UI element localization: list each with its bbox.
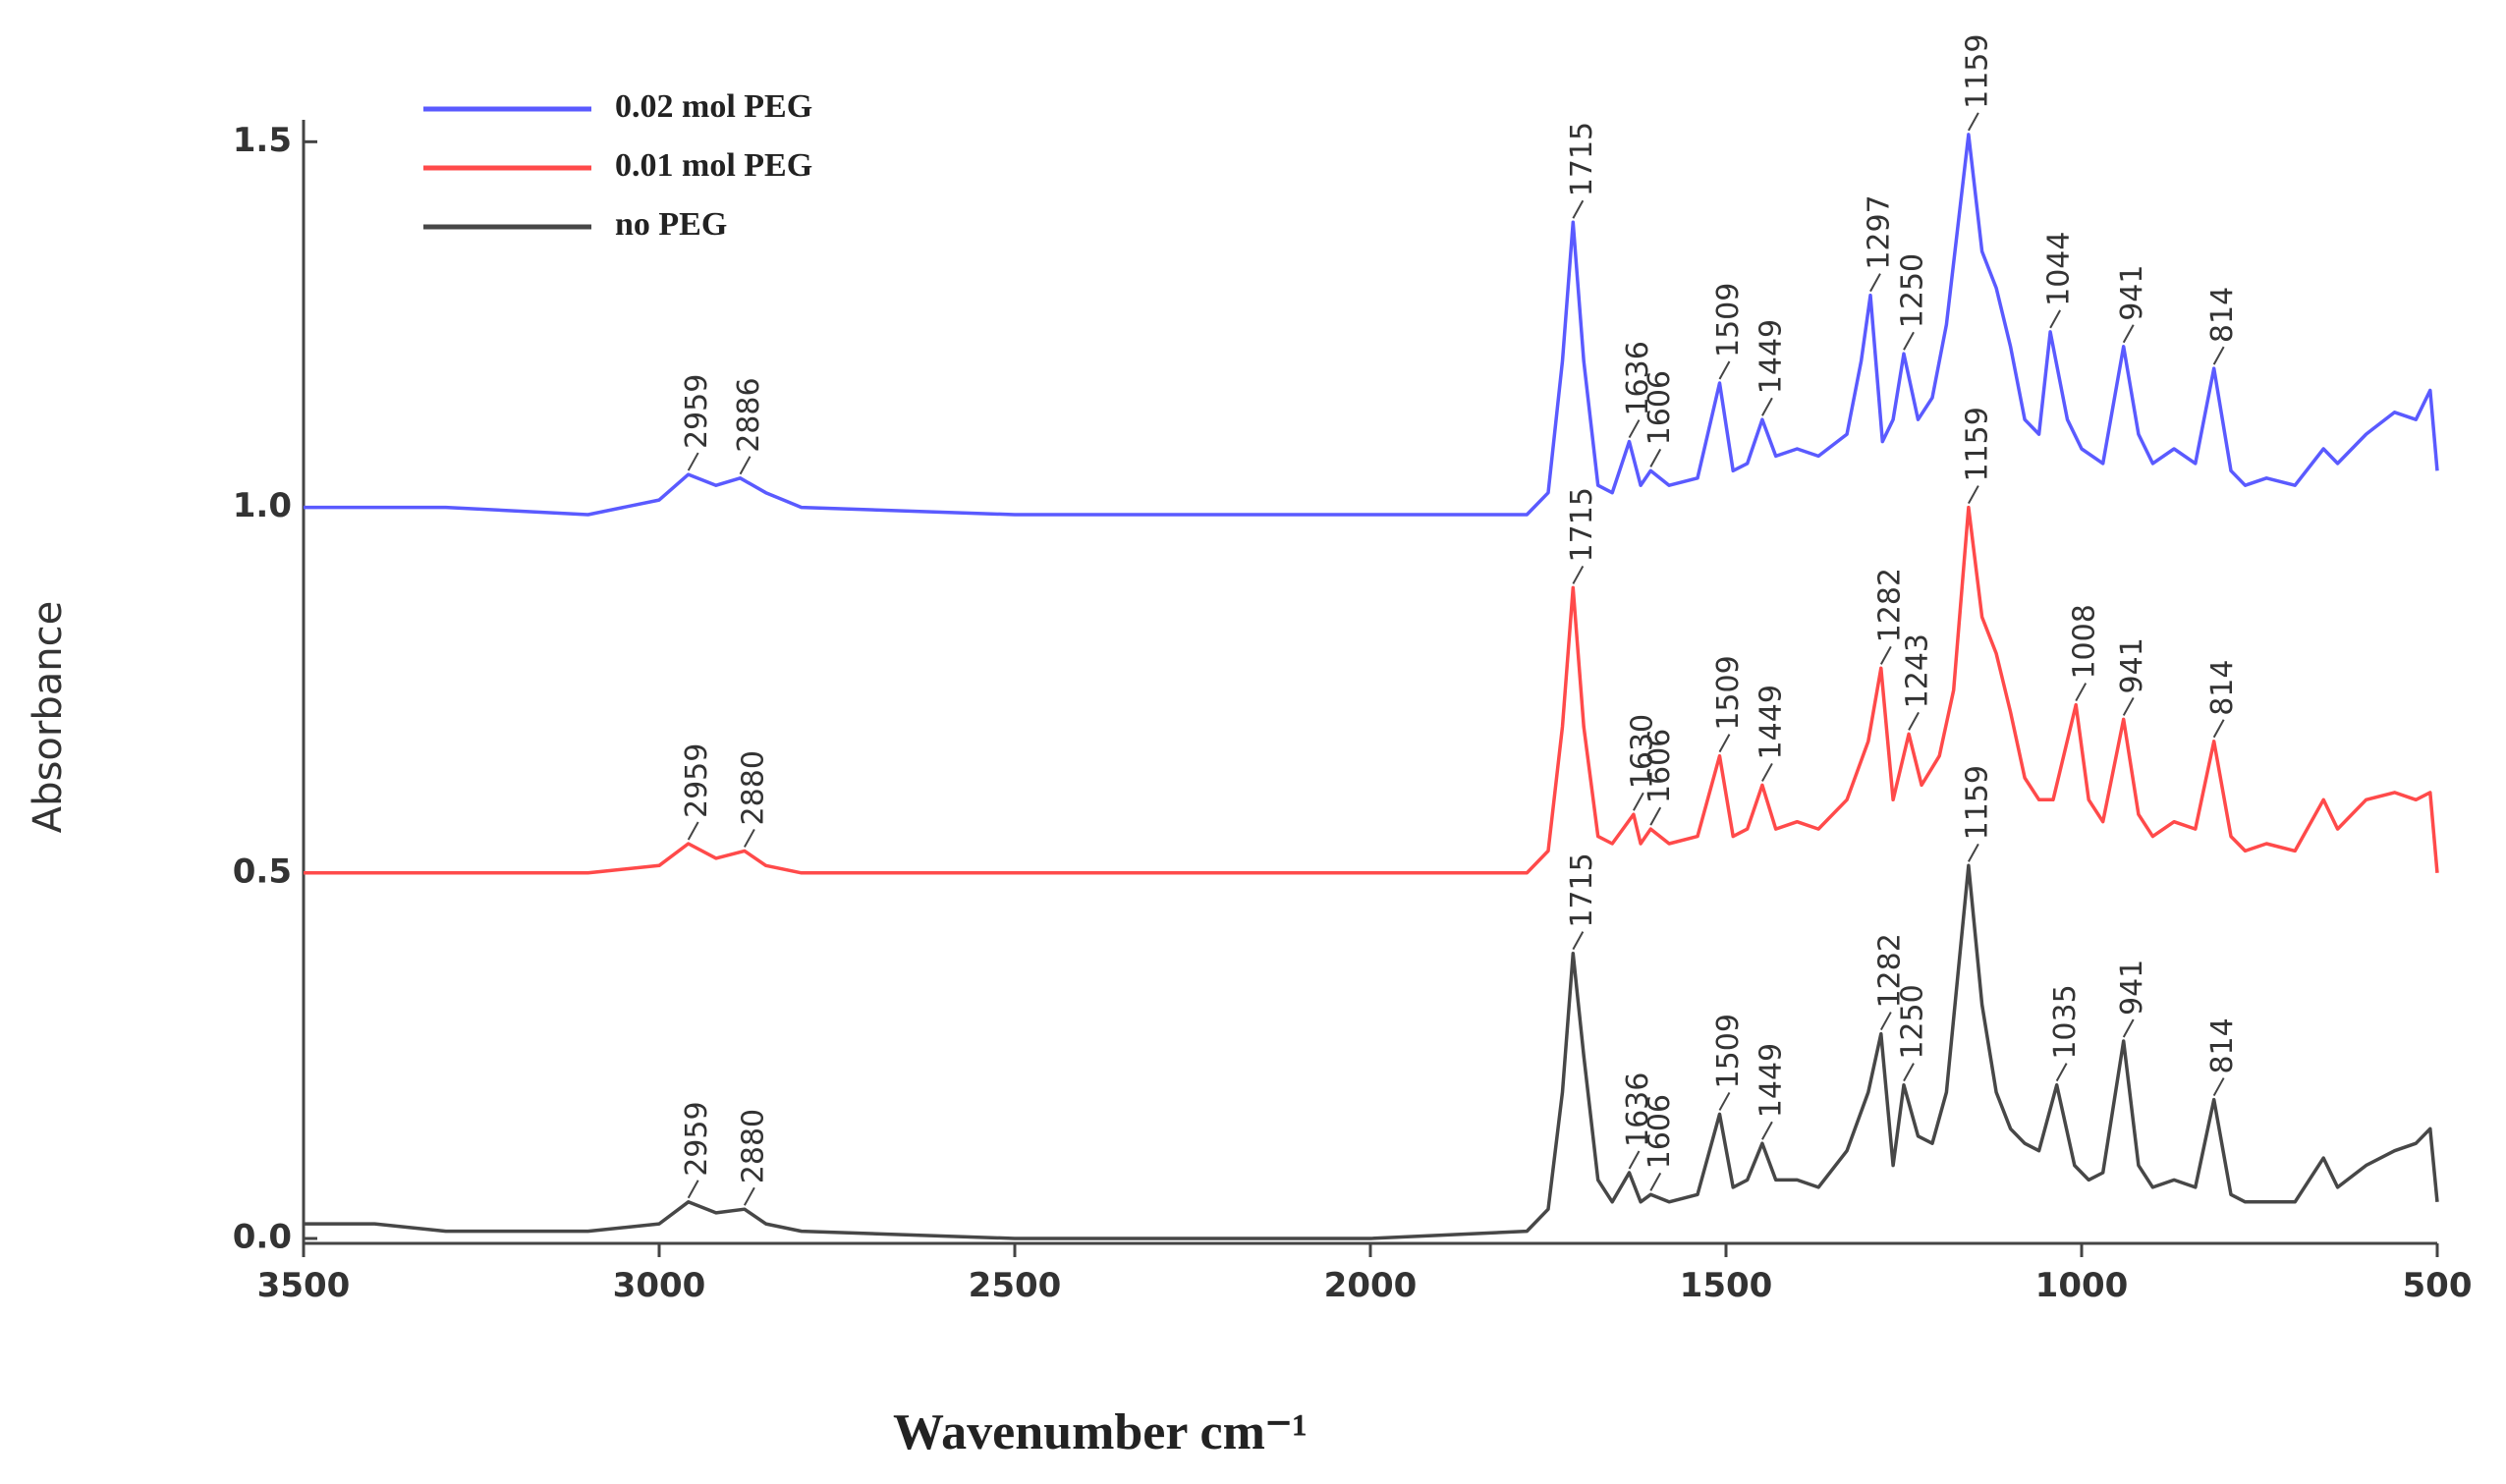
x-tick-label: 1000	[2035, 1266, 2129, 1305]
peak-leader	[1968, 485, 1979, 505]
peak-label: 1449	[1754, 319, 1788, 394]
peak-leader	[1968, 843, 1979, 862]
peak-label: 1250	[1896, 984, 1930, 1059]
peak-label: 1606	[1643, 370, 1677, 445]
peak-label: 2886	[732, 377, 766, 452]
peak-label: 1509	[1711, 655, 1746, 730]
peak-leader	[2212, 719, 2225, 739]
y-tick-label: 0.0	[233, 1218, 292, 1257]
peak-leader	[2122, 324, 2135, 344]
peak-leader	[2055, 1063, 2068, 1082]
peak-label: 1250	[1896, 253, 1930, 328]
peak-label: 1509	[1711, 283, 1746, 357]
spectrum-line	[304, 133, 2439, 517]
spectrum-line	[304, 863, 2439, 1240]
peak-leader	[1879, 1012, 1892, 1031]
x-tick-label: 1500	[1680, 1266, 1773, 1305]
peak-leader	[2122, 1018, 2135, 1038]
spectrum-line	[304, 505, 2439, 875]
peak-leader	[1761, 762, 1773, 782]
peak-label: 2959	[680, 374, 714, 449]
peak-leader	[744, 828, 755, 848]
peak-label: 941	[2115, 637, 2149, 693]
peak-label: 1636	[1621, 1072, 1655, 1147]
x-tick-label: 500	[2403, 1266, 2473, 1305]
peak-label: 1449	[1754, 685, 1788, 759]
peak-leader	[1628, 419, 1641, 439]
peak-leader	[1649, 448, 1662, 467]
peak-leader	[1761, 1121, 1773, 1140]
peak-label: 1159	[1960, 765, 1994, 840]
peak-label: 1715	[1565, 487, 1599, 562]
peak-label: 1636	[1621, 341, 1655, 415]
peak-leader	[2212, 1077, 2225, 1097]
peak-label: 2880	[736, 750, 770, 825]
peak-label: 1509	[1711, 1014, 1746, 1088]
peak-leader	[1879, 645, 1892, 665]
peak-leader	[1968, 112, 1979, 132]
peak-label: 1282	[1872, 933, 1907, 1008]
peak-leader	[1869, 273, 1881, 293]
peak-leader	[1572, 199, 1585, 219]
peak-label: 941	[2115, 265, 2149, 321]
peak-label: 1297	[1862, 194, 1896, 269]
peak-leader	[1718, 1091, 1731, 1111]
peak-label: 1715	[1565, 122, 1599, 196]
y-axis-label: Absorbance	[26, 601, 71, 833]
peak-label: 1715	[1565, 852, 1599, 927]
peak-label: 1159	[1960, 34, 1994, 109]
peak-label: 2959	[680, 1101, 714, 1176]
peak-leader	[687, 1180, 699, 1199]
y-tick-label: 1.0	[233, 486, 292, 525]
peak-leader	[1718, 360, 1731, 380]
peak-leader	[687, 452, 699, 471]
peak-label: 1630	[1625, 714, 1659, 789]
peak-leader	[1649, 806, 1662, 826]
peak-label: 1606	[1643, 729, 1677, 803]
peak-label: 814	[2205, 287, 2240, 343]
peak-label: 814	[2205, 660, 2240, 716]
peak-label: 1282	[1872, 568, 1907, 642]
peak-label: 2880	[736, 1109, 770, 1183]
peak-label: 1035	[2048, 984, 2083, 1059]
legend-label: 0.02 mol PEG	[615, 88, 812, 125]
peak-leader	[1572, 931, 1585, 951]
peak-leader	[1628, 1150, 1641, 1170]
peak-label: 1606	[1643, 1094, 1677, 1169]
peak-leader	[1572, 565, 1585, 584]
peak-leader	[1903, 331, 1915, 351]
peak-leader	[1908, 711, 1920, 731]
peak-label: 1159	[1960, 407, 1994, 481]
legend-label: no PEG	[615, 206, 727, 243]
peak-leader	[1633, 792, 1644, 811]
x-axis-label: Wavenumber cm⁻¹	[893, 1404, 1308, 1460]
y-tick-label: 0.5	[233, 852, 292, 891]
peak-label: 941	[2115, 960, 2149, 1016]
legend-label: 0.01 mol PEG	[615, 147, 812, 184]
peak-leader	[687, 821, 699, 841]
peak-leader	[2075, 683, 2088, 702]
peak-label: 1044	[2042, 232, 2077, 306]
peak-leader	[1761, 397, 1773, 416]
peak-label: 2959	[680, 743, 714, 818]
peak-leader	[739, 456, 752, 475]
x-tick-label: 3000	[613, 1266, 706, 1305]
peak-label: 1449	[1754, 1043, 1788, 1118]
y-tick-label: 1.5	[233, 121, 292, 160]
peak-leader	[1649, 1172, 1662, 1191]
peak-leader	[744, 1186, 755, 1206]
peak-leader	[2212, 346, 2225, 365]
peak-leader	[1718, 734, 1731, 753]
x-tick-label: 3500	[257, 1266, 351, 1305]
x-tick-label: 2500	[969, 1266, 1062, 1305]
peak-label: 1243	[1901, 633, 1935, 708]
peak-label: 1008	[2068, 604, 2102, 679]
peak-leader	[1903, 1063, 1915, 1082]
x-tick-label: 2000	[1324, 1266, 1418, 1305]
peak-leader	[2049, 309, 2062, 329]
peak-leader	[2122, 696, 2135, 716]
peak-label: 814	[2205, 1017, 2240, 1073]
